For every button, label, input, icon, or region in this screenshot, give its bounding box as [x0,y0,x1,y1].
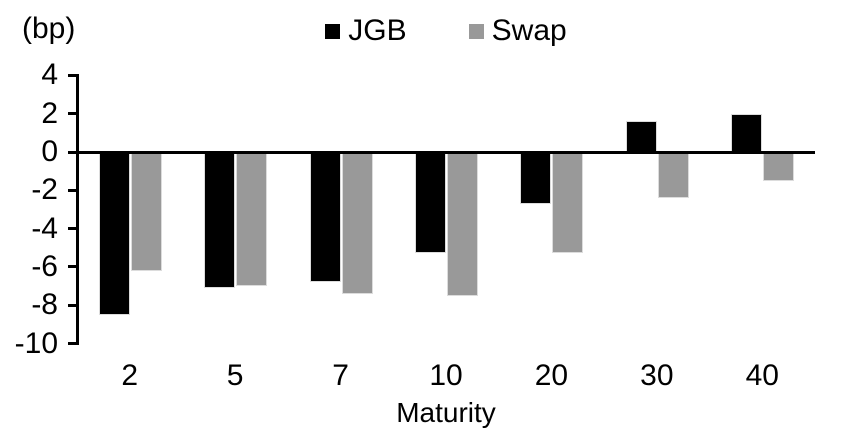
x-tick-label: 30 [640,359,674,392]
y-tick-label: -4 [31,211,58,245]
y-tick-label: 0 [41,135,58,168]
bar-swap-10 [447,152,478,296]
bar-swap-2 [130,152,162,271]
y-tick-label: -2 [31,173,58,207]
y-axis-tick [68,342,78,345]
bar-swap-7 [341,152,373,294]
bar-swap-20 [552,152,584,254]
y-tick-label: -6 [31,249,58,283]
bar-jgb-7 [309,152,341,283]
y-axis-tick [68,73,78,77]
x-tick-label: 5 [226,359,244,392]
zero-gridline [76,150,815,154]
bar-jgb-10 [415,152,446,254]
bar-swap-5 [236,152,268,287]
y-tick-label: -10 [14,326,58,360]
x-tick-label: 2 [121,359,139,392]
legend-swatch-swap [468,23,484,39]
bar-jgb-40 [731,113,763,152]
bar-swap-30 [657,152,689,198]
y-axis-tick [68,112,78,116]
x-axis-title: Maturity [396,397,496,428]
x-tick-label: 7 [332,359,349,392]
y-axis-unit-label: (bp) [22,12,76,45]
x-tick-label: 10 [429,359,463,392]
legend: JGB Swap [77,14,815,48]
y-axis-tick [68,188,78,192]
y-axis-tick [68,227,78,231]
y-axis-tick [68,150,78,154]
x-tick-label: 20 [534,359,569,392]
bar-jgb-30 [625,121,657,152]
y-axis-tick [68,265,78,269]
legend-item-swap: Swap [468,14,567,48]
y-tick-label: -8 [31,288,58,322]
bar-jgb-20 [520,152,552,204]
y-axis-tick [68,303,78,307]
legend-label-jgb: JGB [348,14,407,47]
y-tick-label: 4 [41,58,58,92]
legend-item-jgb: JGB [325,14,407,48]
legend-swatch-jgb [325,23,341,39]
y-axis-line [76,73,79,345]
bar-jgb-5 [204,152,236,288]
x-tick-label: 40 [745,359,779,392]
y-tick-label: 2 [41,96,58,130]
bar-jgb-2 [98,152,130,315]
bar-swap-40 [763,152,795,181]
legend-label-swap: Swap [491,14,567,47]
